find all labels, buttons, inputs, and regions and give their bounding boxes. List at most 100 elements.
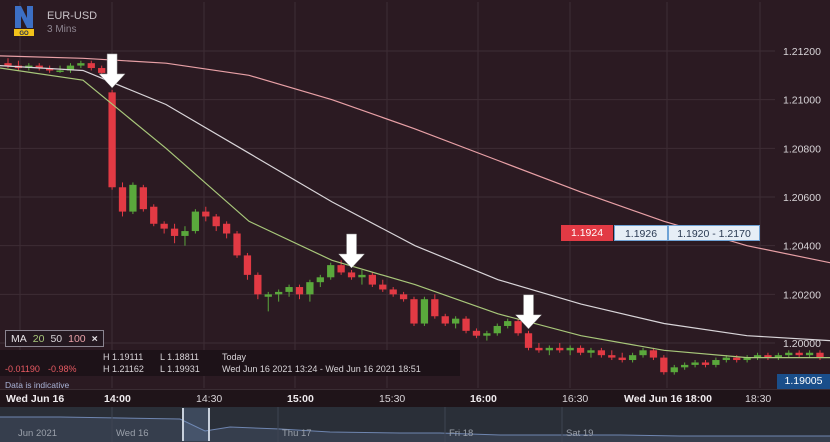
candle-body (774, 355, 783, 358)
time-navigator[interactable]: Jun 2021 Wed 16 Thu 17 Fri 18 Sat 19 (0, 407, 830, 442)
candle-body (222, 223, 231, 234)
candle-body (264, 294, 272, 297)
candle-body (275, 291, 283, 295)
candle-body (45, 68, 54, 71)
candle-body (785, 352, 793, 356)
x-tick: 14:00 (104, 393, 131, 405)
candle-body (795, 352, 803, 356)
candle-body (587, 350, 595, 353)
y-tick-label: 1.20400 (783, 241, 821, 253)
candle-body (733, 357, 741, 361)
x-tick: 16:00 (470, 393, 497, 405)
x-tick: 16:30 (562, 393, 589, 405)
candle-body (150, 206, 158, 224)
candle-body (337, 265, 345, 273)
ma-indicator-bar[interactable]: MA 20 50 100 × (5, 330, 104, 347)
candle-body (212, 216, 220, 227)
candle-body (191, 211, 200, 232)
candle-body (535, 347, 543, 351)
last-price-tag: 1.19005 (777, 374, 830, 389)
buy-price-box[interactable]: 1.1926 (614, 225, 668, 241)
x-tick: Wed Jun 16 (6, 393, 65, 405)
candle-body (420, 299, 429, 324)
y-tick-label: 1.20000 (783, 338, 821, 350)
candle-body (556, 347, 564, 351)
candle-body (316, 277, 324, 283)
disclaimer-text: Data is indicative (5, 380, 70, 390)
candle-body (368, 274, 377, 285)
time-axis: Wed Jun 16 14:00 14:30 15:00 15:30 16:00… (0, 389, 830, 408)
candle-body (139, 187, 147, 210)
navigator-window-handle[interactable] (182, 408, 210, 441)
candle-body (597, 350, 606, 356)
candle-body (441, 316, 449, 324)
candle-body (493, 325, 501, 334)
candle-body (327, 265, 335, 278)
svg-text:GO: GO (19, 31, 29, 36)
x-tick: 18:30 (745, 393, 772, 405)
y-tick-label: 1.21000 (783, 95, 821, 107)
navigator-label: Wed 16 (116, 428, 149, 439)
ma-period-20[interactable]: 20 (32, 332, 45, 345)
candle-body (649, 350, 658, 358)
candle-body (108, 92, 116, 188)
candle-body (399, 294, 408, 300)
candle-body (566, 347, 574, 351)
y-tick-label: 1.20200 (783, 289, 821, 301)
candle-body (160, 223, 168, 229)
ma-period-100[interactable]: 100 (68, 332, 86, 345)
x-tick: 15:30 (379, 393, 406, 405)
candle-body (358, 274, 366, 278)
timeframe-label[interactable]: 3 Mins (47, 24, 77, 35)
ohlc-info-panel: H 1.19111 L 1.18811 Today -0.01190 -0.98… (0, 350, 460, 376)
range-low: L 1.19931 (160, 364, 200, 374)
ma-period-50[interactable]: 50 (50, 332, 63, 345)
y-tick-label: 1.21200 (783, 46, 821, 58)
candle-body (670, 367, 678, 373)
candle-body (118, 187, 127, 212)
candle-body (722, 357, 730, 361)
today-label: Today (222, 352, 247, 362)
y-tick-label: 1.20800 (783, 143, 821, 155)
candle-body (56, 70, 64, 72)
candle-body (608, 355, 616, 358)
x-tick: 14:30 (196, 393, 223, 405)
navigator-label: Jun 2021 (18, 428, 58, 439)
today-low: L 1.18811 (160, 352, 200, 362)
candle-body (545, 347, 553, 351)
candle-body (816, 352, 824, 358)
day-range-box: 1.1920 - 1.2170 (668, 225, 760, 241)
ma-label: MA (11, 332, 27, 345)
candle-body (743, 357, 751, 361)
candle-body (35, 65, 43, 69)
candle-body (618, 357, 626, 361)
close-icon[interactable]: × (91, 332, 98, 345)
candle-body (170, 228, 179, 236)
candle-body (701, 362, 710, 365)
ma20-line (0, 67, 830, 359)
candle-body (129, 184, 137, 212)
candle-body (660, 357, 668, 373)
navigator-label: Thu 17 (282, 428, 312, 439)
ma50-line (0, 65, 830, 342)
candle-body (254, 274, 262, 295)
candle-body (712, 360, 720, 365)
candle-body (451, 318, 460, 324)
candle-body (483, 333, 491, 336)
candle-body (514, 321, 522, 334)
sell-price-box[interactable]: 1.1924 (561, 225, 613, 241)
candle-body (4, 63, 12, 66)
candle-body (681, 364, 689, 368)
y-tick-label: 1.20600 (783, 192, 821, 204)
brand-logo-icon: GO (14, 6, 34, 36)
candle-body (524, 333, 533, 348)
x-tick: 15:00 (287, 393, 314, 405)
candle-body (805, 352, 814, 356)
navigator-sparkline (0, 407, 830, 442)
today-high: H 1.19111 (103, 352, 144, 362)
change-value: -0.01190 (5, 364, 40, 374)
candle-body (66, 65, 75, 71)
candle-body (285, 287, 293, 292)
down-arrow-icon (514, 294, 543, 330)
navigator-label: Fri 18 (449, 428, 474, 439)
